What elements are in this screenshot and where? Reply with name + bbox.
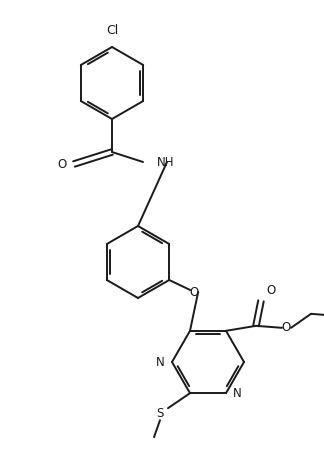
Text: O: O bbox=[58, 158, 67, 170]
Text: N: N bbox=[156, 355, 165, 369]
Text: N: N bbox=[233, 387, 242, 400]
Text: Cl: Cl bbox=[106, 24, 118, 37]
Text: O: O bbox=[190, 286, 199, 298]
Text: NH: NH bbox=[157, 155, 175, 169]
Text: O: O bbox=[266, 284, 275, 297]
Text: S: S bbox=[156, 407, 164, 420]
Text: O: O bbox=[281, 321, 291, 334]
